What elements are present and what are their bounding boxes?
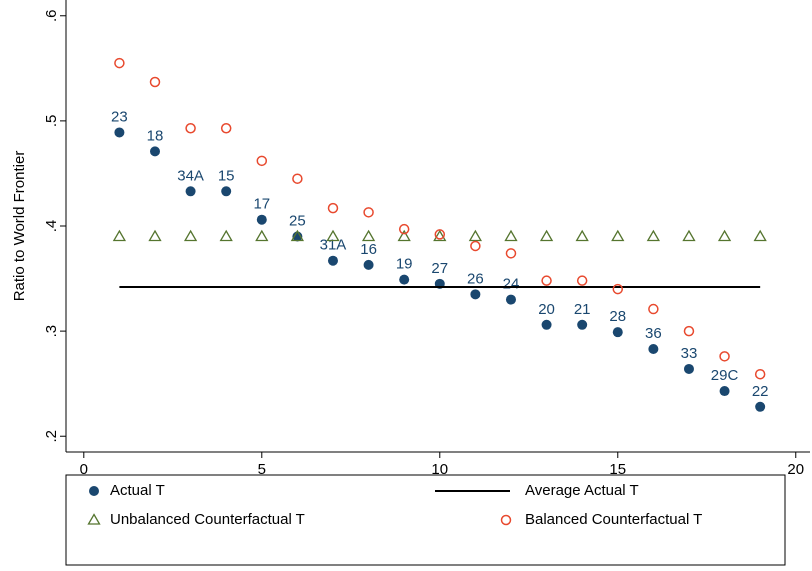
point-label: 16	[360, 241, 377, 258]
point	[149, 76, 161, 88]
x-tick-label: 5	[258, 461, 266, 478]
point-label: 31A	[320, 237, 347, 254]
point-label: 28	[609, 308, 626, 325]
point	[577, 319, 588, 330]
point	[541, 319, 552, 330]
point	[575, 229, 589, 242]
point	[682, 229, 696, 242]
point	[611, 229, 625, 242]
point	[114, 57, 125, 69]
point	[361, 229, 376, 242]
point	[256, 214, 267, 225]
point-label: 20	[538, 301, 555, 318]
point	[185, 186, 196, 197]
point	[755, 401, 766, 412]
y-tick-label: .4	[43, 220, 60, 233]
point	[112, 229, 127, 242]
point	[220, 122, 232, 134]
point-label: 22	[752, 383, 769, 400]
point-label: 29C	[711, 367, 739, 384]
point	[398, 223, 410, 235]
legend-label: Unbalanced Counterfactual T	[110, 511, 305, 528]
point	[719, 386, 730, 397]
point-label: 27	[431, 260, 448, 277]
point	[470, 289, 481, 300]
point-label: 33	[681, 345, 698, 362]
x-tick-label: 10	[431, 461, 448, 478]
point	[576, 275, 588, 286]
point	[256, 155, 268, 167]
legend-label: Balanced Counterfactual T	[525, 511, 702, 528]
point	[646, 229, 660, 242]
legend-marker	[87, 513, 101, 525]
point	[648, 303, 659, 315]
point	[327, 255, 338, 266]
point-label: 26	[467, 270, 484, 287]
point-label: 24	[503, 276, 520, 293]
point	[149, 146, 160, 157]
point	[612, 283, 624, 295]
point	[290, 229, 305, 242]
point-label: 21	[574, 301, 591, 318]
point-label: 18	[147, 127, 164, 144]
point	[754, 368, 766, 380]
x-tick-label: 15	[609, 461, 626, 478]
point	[719, 351, 730, 362]
point	[505, 248, 517, 259]
point	[433, 229, 447, 242]
y-tick-label: .5	[43, 115, 60, 128]
y-tick-label: .2	[43, 430, 60, 443]
legend-label: Actual T	[110, 482, 165, 499]
point-label: 34A	[177, 167, 204, 184]
point	[612, 327, 623, 338]
point	[255, 229, 269, 242]
point-label: 23	[111, 108, 128, 125]
point	[717, 229, 732, 242]
point	[397, 229, 411, 242]
point	[434, 229, 446, 240]
legend-label: Average Actual T	[525, 482, 639, 499]
point	[505, 294, 516, 305]
point	[183, 229, 198, 242]
x-tick-label: 0	[80, 461, 88, 478]
point-label: 36	[645, 325, 662, 342]
legend-marker	[500, 514, 512, 526]
point	[363, 259, 374, 270]
point-label: 19	[396, 256, 413, 273]
point-label: 17	[253, 196, 270, 213]
point	[648, 343, 659, 354]
point	[363, 207, 374, 218]
point	[399, 274, 410, 285]
point	[470, 240, 481, 252]
point	[468, 229, 483, 242]
legend-box	[65, 474, 786, 566]
point	[541, 275, 552, 286]
y-axis-title: Ratio to World Frontier	[11, 151, 28, 302]
point	[148, 229, 162, 242]
point	[539, 229, 554, 242]
point-label: 15	[218, 167, 235, 184]
point	[221, 186, 232, 197]
point	[504, 229, 518, 242]
x-tick-label: 20	[787, 461, 804, 478]
point	[683, 325, 695, 337]
point-label: 25	[289, 212, 306, 229]
point	[292, 231, 303, 242]
legend-marker	[89, 486, 99, 496]
point	[327, 202, 339, 214]
point	[185, 122, 196, 134]
point	[292, 173, 303, 184]
y-tick-label: .6	[43, 10, 60, 23]
point	[753, 229, 767, 242]
point	[219, 229, 233, 242]
point	[114, 127, 125, 138]
point	[683, 363, 694, 374]
point	[326, 229, 340, 242]
y-tick-label: .3	[43, 325, 60, 338]
